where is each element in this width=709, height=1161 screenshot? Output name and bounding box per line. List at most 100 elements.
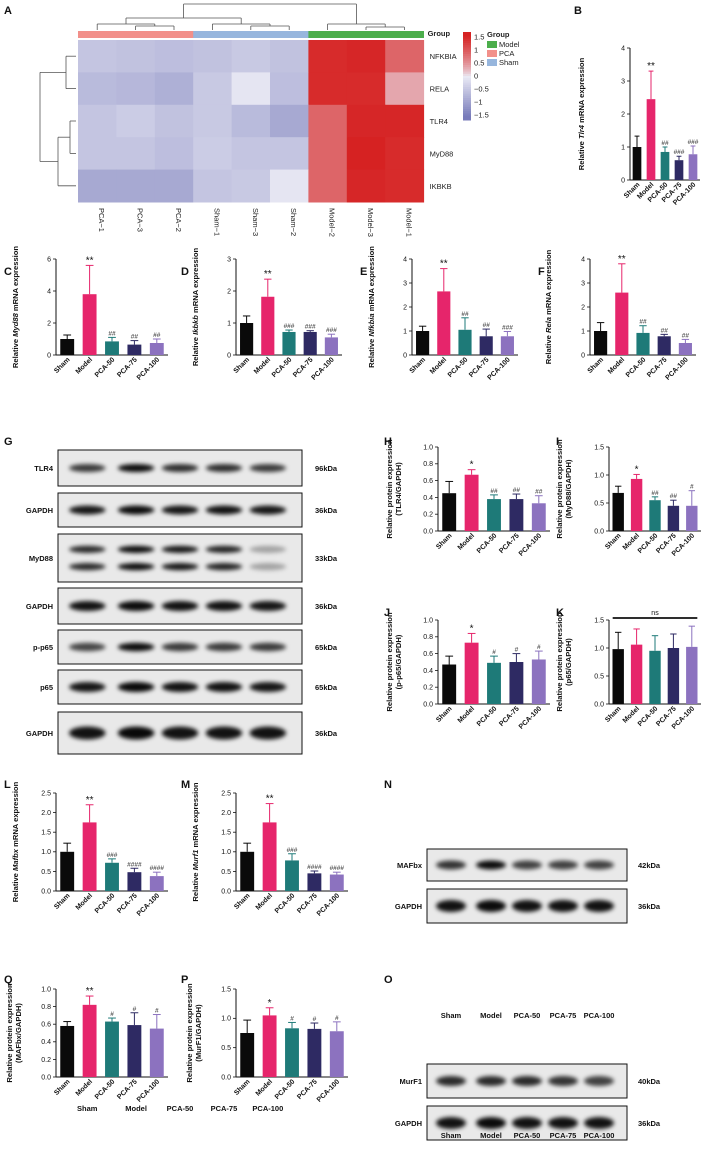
bar	[632, 147, 642, 180]
colorbar-segment	[463, 93, 471, 97]
panel-label-b: B	[574, 5, 582, 17]
x-category-label: PCA-75	[296, 892, 319, 915]
y-axis-label-part: mRNA expression	[11, 246, 20, 314]
y-axis-label: Relative Mafbx mRNA expression	[11, 781, 20, 902]
protein-band	[205, 545, 243, 553]
colorbar-segment	[463, 45, 471, 48]
x-category-label: Model	[253, 356, 272, 375]
heatmap-cell	[116, 137, 156, 171]
bar-chart-j: 0.0 0.2 0.4 0.6 0.8 1.0 Sham * Model # PCA-50 # PCA-…	[385, 612, 550, 731]
western-blot-o: MurF1 40kDa GAPDH 36kDa Sham Model PCA-50 PCA-7…	[395, 1063, 661, 1141]
bar	[82, 822, 97, 891]
panel-label-n: N	[384, 779, 392, 791]
legend-swatch	[487, 41, 497, 48]
significance-mark: **	[86, 986, 94, 997]
significance-mark: #	[335, 1015, 339, 1022]
protein-band	[117, 545, 155, 553]
colorbar-tick-label: −1	[474, 97, 483, 106]
colorbar-segment	[463, 73, 471, 77]
colorbar-segment	[463, 102, 471, 106]
protein-band	[512, 1076, 542, 1086]
bar	[329, 874, 344, 891]
blot-lane-label: Sham	[441, 1131, 462, 1140]
blot-kda-label: 36kDa	[315, 602, 338, 611]
heatmap-row-label: TLR4	[430, 117, 448, 126]
panel-label-j: J	[384, 607, 390, 619]
heatmap-row-label: MyD88	[430, 149, 454, 158]
blot-lane-label: Sham	[77, 1104, 98, 1113]
heatmap-cell	[270, 137, 309, 171]
y-tick-label: 1	[403, 328, 407, 335]
panel-label-i: I	[556, 436, 559, 448]
y-axis-label-part: Relative	[11, 337, 20, 368]
heatmap-cell	[78, 137, 117, 171]
x-category-label: PCA-50	[94, 1078, 117, 1101]
bar-chart-l: 0.0 0.5 1.0 1.5 2.0 2.5 Sham ** Model ### PCA-50 ##…	[11, 781, 168, 918]
heatmap-cell	[116, 104, 156, 138]
x-category-label: PCA-75	[116, 356, 139, 379]
y-tick-label: 1.0	[423, 444, 433, 451]
protein-band	[205, 642, 243, 652]
blot-lane-label: PCA-50	[514, 1131, 541, 1140]
panel-label-p: P	[181, 974, 188, 986]
bar	[649, 500, 661, 531]
y-tick-label: 0.6	[41, 1022, 51, 1029]
blot-kda-label: 36kDa	[315, 506, 338, 515]
y-axis-label-line: (TLR4/GAPDH)	[394, 462, 403, 516]
protein-band	[117, 682, 155, 692]
x-category-label: Model	[75, 892, 94, 911]
heatmap-cell	[193, 104, 233, 138]
x-category-label: PCA-100	[136, 892, 161, 917]
colorbar-segment	[463, 113, 471, 117]
y-tick-label: 0.6	[423, 651, 433, 658]
panel-label-c: C	[4, 266, 12, 278]
bar	[686, 646, 698, 704]
y-axis-label-line: Relative protein expression	[185, 983, 194, 1083]
blot-lane-label: PCA-100	[584, 1131, 615, 1140]
protein-band	[68, 682, 106, 692]
significance-mark: ##	[639, 319, 647, 326]
y-axis-label: Relative protein expression(MAFbx/GAPDH)	[5, 983, 23, 1083]
heatmap-cell	[270, 169, 309, 203]
colorbar-tick-label: −0.5	[474, 84, 489, 93]
y-axis-label: Relative Nfkbia mRNA expression	[367, 246, 376, 368]
heatmap-column-label: Model−3	[366, 208, 375, 237]
y-tick-label: 1	[227, 320, 231, 327]
y-axis-label-gene: Tlr4	[577, 124, 586, 139]
bar	[630, 478, 643, 531]
significance-mark: **	[440, 259, 448, 270]
significance-mark: ##	[670, 493, 678, 500]
bar	[458, 329, 472, 355]
blot-kda-label: 42kDa	[638, 861, 661, 870]
blot-lane-label: PCA-100	[252, 1104, 283, 1113]
legend-swatch	[487, 50, 497, 57]
significance-mark: ###	[107, 852, 118, 859]
group-color-cell	[308, 31, 348, 38]
heatmap-cell	[78, 40, 117, 73]
protein-band	[476, 1117, 506, 1129]
ns-label: ns	[651, 610, 659, 617]
colorbar-segment	[463, 91, 471, 95]
significance-mark: ##	[535, 489, 543, 496]
heatmap-column-label: PCA−3	[136, 208, 145, 232]
blot-protein-label: MAFbx	[397, 861, 423, 870]
blot-kda-label: 65kDa	[315, 683, 338, 692]
heatmap-cell	[116, 40, 156, 73]
colorbar-segment	[463, 49, 471, 53]
y-tick-label: 1	[621, 144, 625, 151]
significance-mark: ##	[483, 322, 491, 329]
bar	[127, 872, 142, 891]
protein-band	[117, 505, 155, 515]
protein-band	[436, 900, 466, 912]
heatmap-cell	[385, 40, 425, 73]
y-axis-label-line: (MurF1/GAPDH)	[194, 1004, 203, 1062]
bar	[686, 505, 698, 531]
y-tick-label: 2	[581, 304, 585, 311]
protein-band	[436, 1117, 466, 1129]
heatmap-cell	[346, 40, 386, 73]
significance-mark: #	[155, 1008, 159, 1015]
blot-kda-label: 36kDa	[638, 902, 661, 911]
protein-band	[476, 860, 506, 870]
y-tick-label: 0.0	[221, 888, 231, 895]
